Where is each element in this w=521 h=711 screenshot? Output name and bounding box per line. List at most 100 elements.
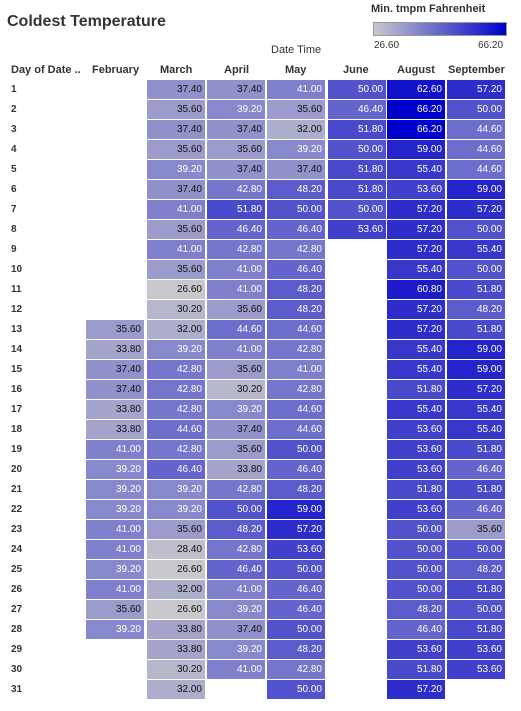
heatmap-cell[interactable]: 39.20	[267, 140, 325, 159]
heatmap-cell[interactable]: 44.60	[267, 320, 325, 339]
heatmap-cell[interactable]: 50.00	[447, 260, 505, 279]
heatmap-cell[interactable]: 50.00	[387, 580, 445, 599]
heatmap-cell[interactable]: 32.00	[267, 120, 325, 139]
heatmap-cell[interactable]: 35.60	[147, 260, 205, 279]
heatmap-cell[interactable]: 46.40	[207, 560, 265, 579]
heatmap-cell[interactable]: 46.40	[207, 220, 265, 239]
heatmap-cell[interactable]: 51.80	[447, 580, 505, 599]
heatmap-cell[interactable]: 44.60	[447, 160, 505, 179]
heatmap-cell[interactable]: 33.80	[147, 640, 205, 659]
heatmap-cell[interactable]: 57.20	[387, 300, 445, 319]
heatmap-cell[interactable]: 50.00	[207, 500, 265, 519]
heatmap-cell[interactable]: 39.20	[86, 560, 144, 579]
heatmap-cell[interactable]: 30.20	[147, 660, 205, 679]
heatmap-cell[interactable]: 55.40	[387, 160, 445, 179]
heatmap-cell[interactable]: 35.60	[147, 140, 205, 159]
heatmap-cell[interactable]: 50.00	[267, 440, 325, 459]
heatmap-cell[interactable]: 35.60	[147, 220, 205, 239]
heatmap-cell[interactable]: 46.40	[447, 500, 505, 519]
heatmap-cell[interactable]: 51.80	[387, 660, 445, 679]
heatmap-cell[interactable]: 41.00	[207, 280, 265, 299]
heatmap-cell[interactable]: 59.00	[447, 340, 505, 359]
heatmap-cell[interactable]: 37.40	[207, 420, 265, 439]
heatmap-cell[interactable]: 42.80	[207, 180, 265, 199]
heatmap-cell[interactable]: 32.00	[147, 580, 205, 599]
heatmap-cell[interactable]: 48.20	[447, 560, 505, 579]
heatmap-cell[interactable]: 35.60	[267, 100, 325, 119]
heatmap-cell[interactable]: 35.60	[207, 440, 265, 459]
heatmap-cell[interactable]: 39.20	[207, 640, 265, 659]
heatmap-cell[interactable]: 42.80	[147, 440, 205, 459]
heatmap-cell[interactable]: 55.40	[387, 360, 445, 379]
heatmap-cell[interactable]: 35.60	[86, 320, 144, 339]
heatmap-cell[interactable]: 50.00	[447, 220, 505, 239]
heatmap-cell[interactable]: 35.60	[447, 520, 505, 539]
heatmap-cell[interactable]: 57.20	[267, 520, 325, 539]
heatmap-cell[interactable]: 50.00	[267, 680, 325, 699]
heatmap-cell[interactable]: 55.40	[387, 260, 445, 279]
heatmap-cell[interactable]: 46.40	[267, 460, 325, 479]
heatmap-cell[interactable]: 46.40	[147, 460, 205, 479]
heatmap-cell[interactable]: 37.40	[147, 80, 205, 99]
heatmap-cell[interactable]: 37.40	[207, 80, 265, 99]
heatmap-cell[interactable]: 33.80	[147, 620, 205, 639]
heatmap-cell[interactable]: 55.40	[387, 340, 445, 359]
heatmap-cell[interactable]: 50.00	[447, 100, 505, 119]
heatmap-cell[interactable]: 41.00	[147, 240, 205, 259]
heatmap-cell[interactable]: 55.40	[447, 420, 505, 439]
heatmap-cell[interactable]: 46.40	[267, 220, 325, 239]
heatmap-cell[interactable]: 39.20	[207, 400, 265, 419]
heatmap-cell[interactable]: 37.40	[86, 380, 144, 399]
heatmap-cell[interactable]: 33.80	[86, 340, 144, 359]
heatmap-cell[interactable]: 50.00	[387, 540, 445, 559]
heatmap-cell[interactable]: 51.80	[328, 180, 386, 199]
heatmap-cell[interactable]: 42.80	[267, 340, 325, 359]
heatmap-cell[interactable]: 41.00	[207, 260, 265, 279]
heatmap-cell[interactable]: 57.20	[387, 320, 445, 339]
heatmap-cell[interactable]: 50.00	[447, 540, 505, 559]
heatmap-cell[interactable]: 53.60	[387, 640, 445, 659]
heatmap-cell[interactable]: 44.60	[267, 420, 325, 439]
heatmap-cell[interactable]: 46.40	[447, 460, 505, 479]
heatmap-cell[interactable]: 48.20	[267, 300, 325, 319]
column-header-september[interactable]: September	[448, 64, 505, 76]
heatmap-cell[interactable]: 42.80	[147, 400, 205, 419]
heatmap-cell[interactable]: 39.20	[86, 480, 144, 499]
heatmap-cell[interactable]: 53.60	[267, 540, 325, 559]
heatmap-cell[interactable]: 39.20	[86, 500, 144, 519]
heatmap-cell[interactable]: 59.00	[447, 180, 505, 199]
heatmap-cell[interactable]: 26.60	[147, 600, 205, 619]
heatmap-cell[interactable]: 41.00	[147, 200, 205, 219]
heatmap-cell[interactable]: 50.00	[387, 560, 445, 579]
heatmap-cell[interactable]: 51.80	[387, 480, 445, 499]
heatmap-cell[interactable]: 50.00	[328, 140, 386, 159]
heatmap-cell[interactable]: 53.60	[387, 420, 445, 439]
heatmap-cell[interactable]: 57.20	[387, 200, 445, 219]
column-header-march[interactable]: March	[160, 64, 193, 76]
heatmap-cell[interactable]: 28.40	[147, 540, 205, 559]
heatmap-cell[interactable]: 39.20	[207, 100, 265, 119]
heatmap-cell[interactable]: 50.00	[267, 620, 325, 639]
heatmap-cell[interactable]: 51.80	[328, 160, 386, 179]
heatmap-cell[interactable]: 30.20	[207, 380, 265, 399]
column-header-february[interactable]: February	[92, 64, 140, 76]
heatmap-cell[interactable]: 59.00	[267, 500, 325, 519]
heatmap-cell[interactable]: 50.00	[328, 200, 386, 219]
column-header-june[interactable]: June	[343, 64, 369, 76]
heatmap-cell[interactable]: 48.20	[267, 280, 325, 299]
heatmap-cell[interactable]: 35.60	[147, 520, 205, 539]
heatmap-cell[interactable]: 39.20	[147, 340, 205, 359]
heatmap-cell[interactable]: 51.80	[447, 620, 505, 639]
heatmap-cell[interactable]: 44.60	[447, 140, 505, 159]
heatmap-cell[interactable]: 53.60	[387, 180, 445, 199]
heatmap-cell[interactable]: 42.80	[147, 380, 205, 399]
heatmap-cell[interactable]: 39.20	[207, 600, 265, 619]
heatmap-cell[interactable]: 37.40	[267, 160, 325, 179]
heatmap-cell[interactable]: 53.60	[447, 640, 505, 659]
heatmap-cell[interactable]: 48.20	[207, 520, 265, 539]
heatmap-cell[interactable]: 55.40	[447, 240, 505, 259]
heatmap-cell[interactable]: 55.40	[387, 400, 445, 419]
heatmap-cell[interactable]: 42.80	[267, 380, 325, 399]
heatmap-cell[interactable]: 48.20	[447, 300, 505, 319]
heatmap-cell[interactable]: 53.60	[447, 660, 505, 679]
